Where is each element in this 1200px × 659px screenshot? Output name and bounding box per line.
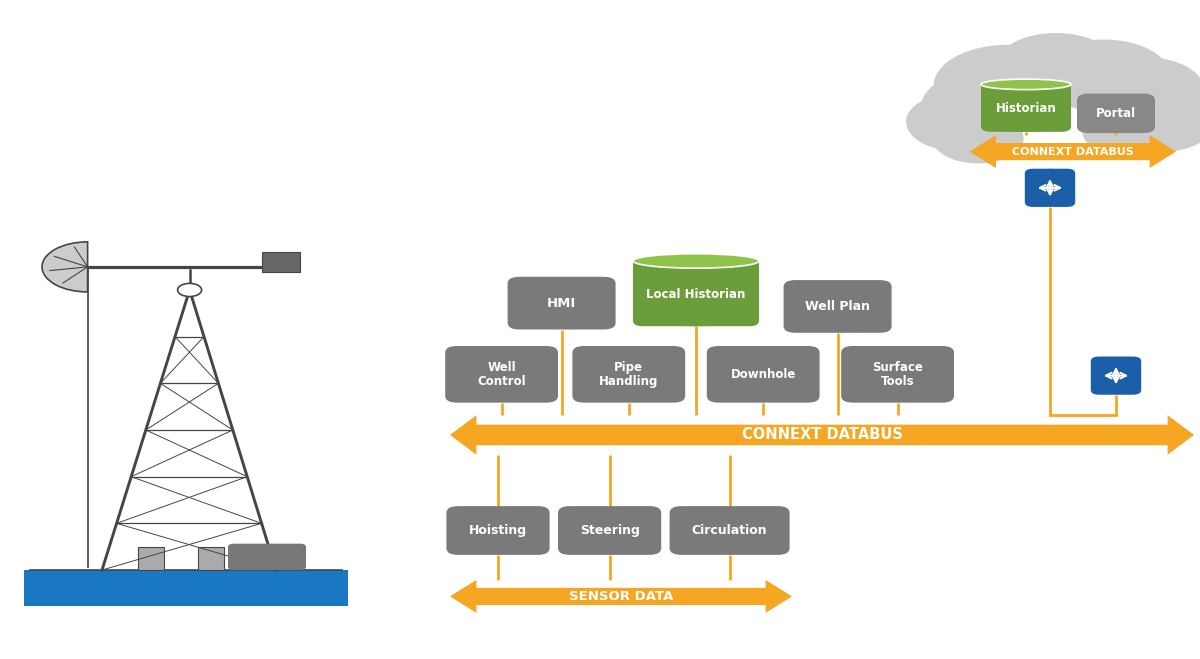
Text: Historian: Historian xyxy=(996,102,1056,115)
Ellipse shape xyxy=(982,79,1072,90)
Bar xyxy=(262,252,300,272)
Circle shape xyxy=(1088,57,1200,121)
FancyBboxPatch shape xyxy=(1025,169,1075,207)
Wedge shape xyxy=(42,242,88,292)
Text: Hoisting: Hoisting xyxy=(469,524,527,537)
Polygon shape xyxy=(450,415,1194,455)
Text: CONNEXT DATABUS: CONNEXT DATABUS xyxy=(742,428,902,442)
Bar xyxy=(138,547,164,570)
Circle shape xyxy=(922,71,1046,140)
FancyBboxPatch shape xyxy=(1078,94,1156,133)
Text: Surface
Tools: Surface Tools xyxy=(872,360,923,388)
Text: Local Historian: Local Historian xyxy=(647,288,745,301)
Text: Steering: Steering xyxy=(580,524,640,537)
Text: CONNEXT DATABUS: CONNEXT DATABUS xyxy=(1012,146,1134,157)
FancyBboxPatch shape xyxy=(558,506,661,555)
Circle shape xyxy=(1120,78,1200,133)
FancyBboxPatch shape xyxy=(784,280,892,333)
Text: SENSOR DATA: SENSOR DATA xyxy=(569,590,673,603)
Circle shape xyxy=(932,113,1024,163)
FancyBboxPatch shape xyxy=(445,346,558,403)
FancyBboxPatch shape xyxy=(707,346,820,403)
FancyBboxPatch shape xyxy=(1091,357,1141,395)
FancyBboxPatch shape xyxy=(634,261,758,326)
Ellipse shape xyxy=(634,254,760,268)
Text: Pipe
Handling: Pipe Handling xyxy=(599,360,659,388)
Circle shape xyxy=(906,92,1014,152)
Bar xyxy=(24,570,348,606)
Ellipse shape xyxy=(982,121,1072,132)
Ellipse shape xyxy=(634,312,760,326)
Text: Well Plan: Well Plan xyxy=(805,300,870,313)
FancyBboxPatch shape xyxy=(841,346,954,403)
Text: HMI: HMI xyxy=(547,297,576,310)
FancyBboxPatch shape xyxy=(228,544,306,570)
Circle shape xyxy=(996,33,1116,99)
Polygon shape xyxy=(450,580,792,613)
Circle shape xyxy=(178,283,202,297)
Polygon shape xyxy=(970,135,1176,168)
FancyBboxPatch shape xyxy=(572,346,685,403)
Bar xyxy=(198,547,224,570)
FancyBboxPatch shape xyxy=(670,506,790,555)
Text: Well
Control: Well Control xyxy=(478,360,526,388)
Text: Portal: Portal xyxy=(1096,107,1136,120)
Circle shape xyxy=(1038,40,1170,112)
Circle shape xyxy=(1082,107,1174,157)
Circle shape xyxy=(934,45,1082,127)
FancyBboxPatch shape xyxy=(446,506,550,555)
Bar xyxy=(982,84,1072,90)
Circle shape xyxy=(1116,99,1200,152)
Text: Circulation: Circulation xyxy=(691,524,768,537)
Text: Downhole: Downhole xyxy=(731,368,796,381)
Bar xyxy=(634,261,760,268)
FancyBboxPatch shape xyxy=(508,277,616,330)
FancyBboxPatch shape xyxy=(982,84,1072,132)
